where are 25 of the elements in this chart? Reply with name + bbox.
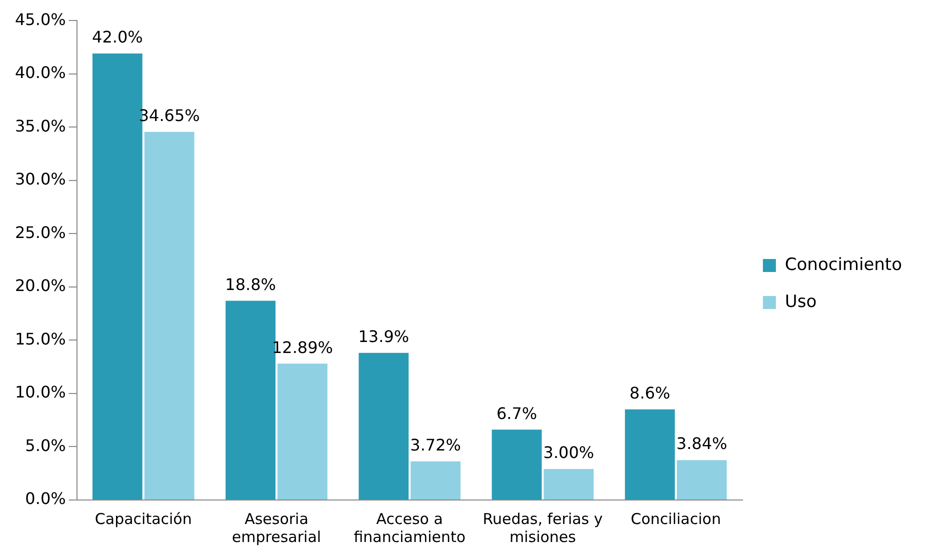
data-label: 18.8%	[225, 274, 276, 294]
y-tick-label: 15.0%	[15, 329, 66, 348]
y-tick-label: 35.0%	[15, 116, 66, 136]
data-label: 42.0%	[92, 28, 143, 47]
y-tick-label: 5.0%	[25, 436, 66, 455]
data-label: 13.9%	[358, 327, 410, 346]
data-label: 3.00%	[543, 443, 594, 462]
data-label: 8.6%	[630, 384, 670, 403]
data-label: 3.84%	[676, 434, 728, 454]
y-tick-label: 20.0%	[15, 276, 66, 296]
x-tick-label: Capacitación	[94, 510, 192, 528]
y-tick-label: 0.0%	[25, 489, 66, 508]
y-tick-label: 30.0%	[15, 170, 66, 189]
x-tick-label: Ruedas, ferias y misiones	[482, 510, 603, 546]
legend-label: Conocimiento	[784, 254, 902, 275]
x-tick-label: Asesoria empresarial	[232, 510, 322, 546]
legend-label: Uso	[784, 292, 817, 312]
y-tick-label: 40.0%	[15, 63, 66, 82]
y-tick-label: 45.0%	[15, 10, 66, 29]
y-tick-label: 10.0%	[15, 382, 66, 402]
x-tick-label: Acceso a financiamiento	[354, 510, 466, 546]
y-tick-label: 25.0%	[15, 222, 66, 242]
data-label: 6.7%	[496, 404, 538, 423]
data-label: 3.72%	[410, 436, 461, 455]
x-tick-label: Conciliacion	[630, 510, 721, 528]
